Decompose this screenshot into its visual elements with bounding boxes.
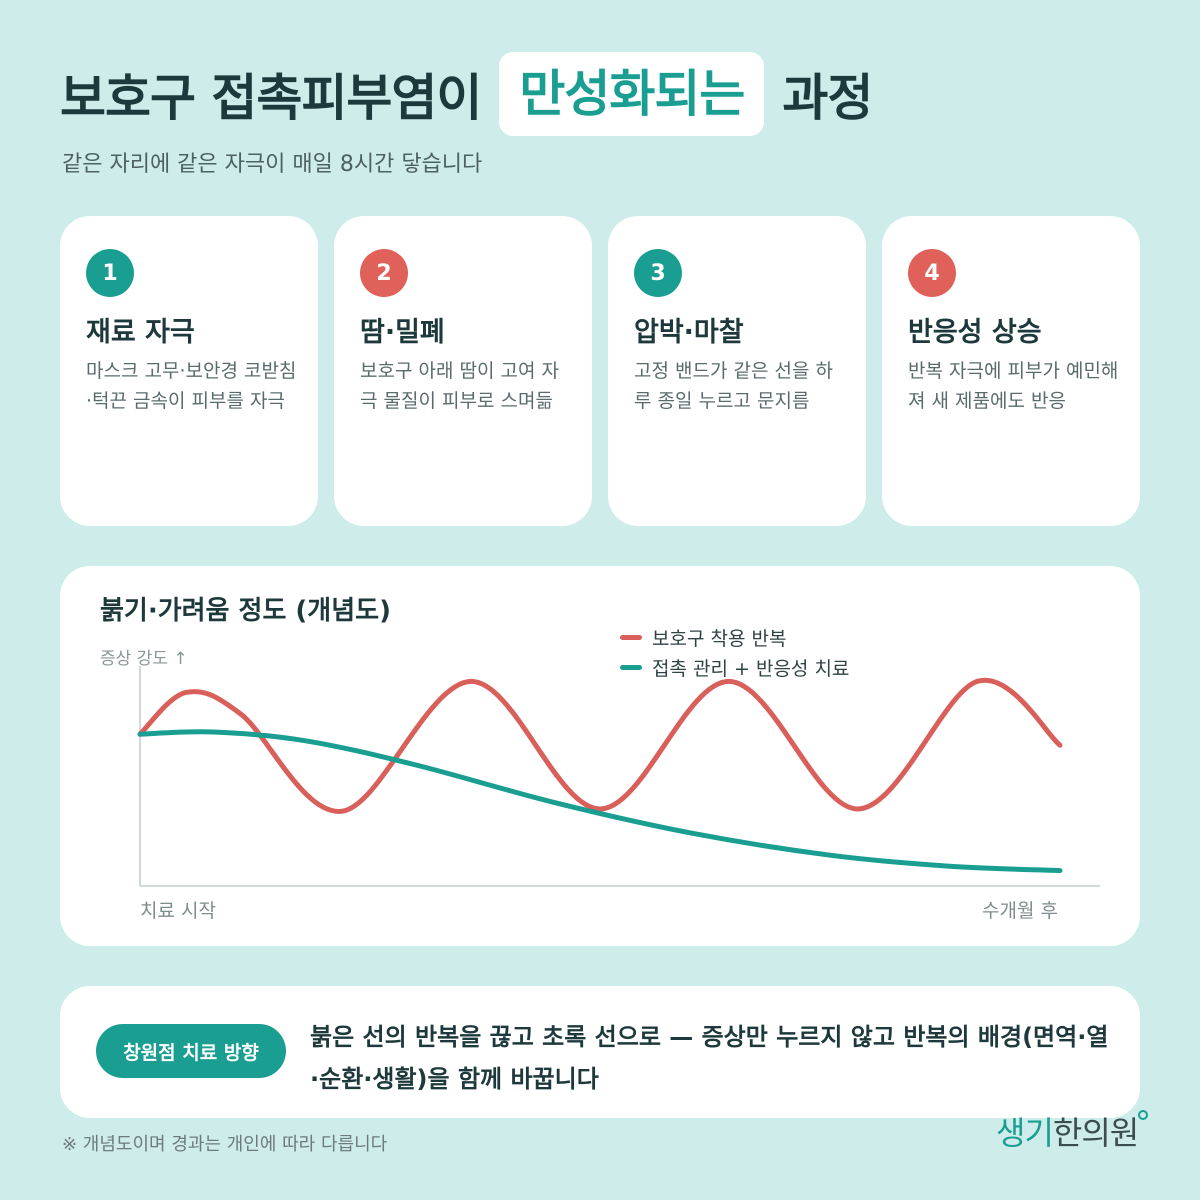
legend-swatch-teal [620,664,642,670]
step-description: 고정 밴드가 같은 선을 하루 종일 누르고 문지름 [634,360,833,412]
chart-title: 붉기·가려움 정도 (개념도) [100,596,391,626]
step-title: 재료 자극 [86,317,195,348]
subtitle: 같은 자리에 같은 자극이 매일 8시간 닿습니다 [62,152,483,177]
title-after: 과정 [782,69,873,127]
step-number-badge: 1 [86,249,134,297]
step-card-2: 2 땀·밀폐 보호구 아래 땀이 고여 자극 물질이 피부로 스며듦 [334,216,592,526]
series-line-repeat [137,677,1063,814]
legend-item-treatment: 접촉 관리 + 반응성 치료 [620,652,849,682]
chart-legend: 보호구 착용 반복 접촉 관리 + 반응성 치료 [620,622,849,682]
step-description: 마스크 고무·보안경 코받침·턱끈 금속이 피부를 자극 [86,360,297,412]
treatment-direction-panel: 창원점 치료 방향 붉은 선의 반복을 끊고 초록 선으로 — 증상만 누르지 … [60,986,1140,1118]
x-tick-end: 수개월 후 [982,900,1058,922]
series-line-treatment [137,729,1063,874]
title-highlight: 만성화되는 [499,52,765,136]
legend-item-repeat: 보호구 착용 반복 [620,622,849,652]
step-description: 보호구 아래 땀이 고여 자극 물질이 피부로 스며듦 [360,360,559,412]
treatment-direction-message: 붉은 선의 반복을 끊고 초록 선으로 — 증상만 누르지 않고 반복의 배경(… [310,1023,1109,1093]
treatment-direction-badge: 창원점 치료 방향 [96,1024,286,1078]
step-card-4: 4 반응성 상승 반복 자극에 피부가 예민해져 새 제품에도 반응 [882,216,1140,526]
footnote: ※ 개념도이며 경과는 개인에 따라 다릅니다 [62,1134,388,1155]
logo-dot-icon [1138,1110,1149,1120]
page-title: 보호구 접촉피부염이 만성화되는 과정 [60,52,873,136]
step-number-badge: 4 [908,249,956,297]
chart-panel: 붉기·가려움 정도 (개념도) 증상 강도 ↑ 보호구 착용 반복 접촉 관리 … [60,566,1140,946]
step-title: 압박·마찰 [634,317,744,348]
step-card-3: 3 압박·마찰 고정 밴드가 같은 선을 하루 종일 누르고 문지름 [608,216,866,526]
step-card-1: 1 재료 자극 마스크 고무·보안경 코받침·턱끈 금속이 피부를 자극 [60,216,318,526]
clinic-logo: 생기한의원 [996,1108,1149,1154]
legend-label: 보호구 착용 반복 [652,627,787,650]
logo-part-1: 생기 [996,1114,1054,1152]
title-before: 보호구 접촉피부염이 [60,69,482,127]
step-description: 반복 자극에 피부가 예민해져 새 제품에도 반응 [908,360,1119,412]
step-number-badge: 2 [360,249,408,297]
logo-part-2: 한의원 [1052,1114,1139,1152]
step-number-badge: 3 [634,249,682,297]
legend-label: 접촉 관리 + 반응성 치료 [652,657,850,680]
x-tick-start: 치료 시작 [140,900,216,922]
legend-swatch-red [620,634,642,640]
y-axis-label: 증상 강도 ↑ [100,649,188,669]
chart-plot [137,666,1100,887]
step-title: 땀·밀폐 [360,317,445,348]
step-title: 반응성 상승 [908,317,1042,348]
